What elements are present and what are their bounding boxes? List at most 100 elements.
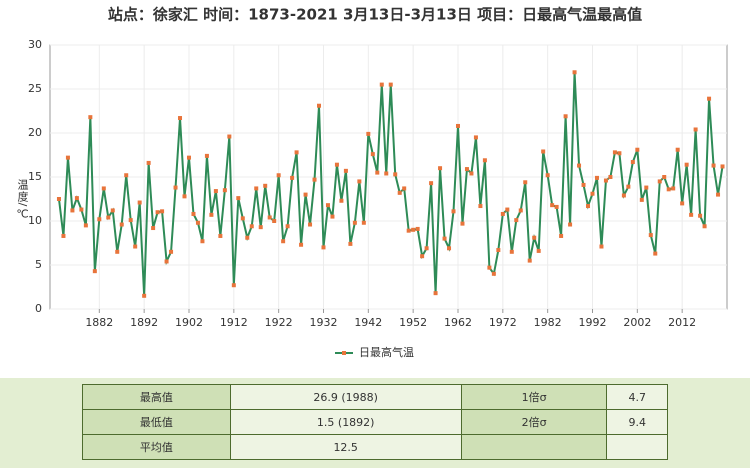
point-marker — [164, 259, 169, 264]
y-tick-label: 5 — [35, 258, 42, 271]
point-marker — [586, 204, 591, 209]
point-marker — [648, 233, 653, 238]
point-marker — [541, 149, 546, 154]
table-cell: 2倍σ — [460, 409, 608, 435]
point-marker — [612, 150, 617, 155]
point-marker — [527, 258, 532, 263]
y-tick-label: 0 — [35, 302, 42, 315]
point-marker — [290, 175, 295, 180]
y-tick-label: 30 — [28, 38, 42, 51]
point-marker — [487, 265, 492, 270]
point-marker — [195, 220, 200, 225]
point-marker — [397, 190, 402, 195]
point-marker — [393, 172, 398, 177]
point-marker — [312, 177, 317, 182]
point-marker — [227, 134, 232, 139]
point-marker — [294, 150, 299, 155]
point-marker — [545, 173, 550, 178]
point-marker — [308, 222, 313, 227]
stats-panel: 最高值 26.9 (1988) 1倍σ 4.7 最低值 1.5 (1892) 2倍σ 9.4 平… — [0, 378, 750, 468]
point-marker — [133, 244, 138, 249]
point-marker — [455, 123, 460, 128]
x-tick-label: 1972 — [489, 316, 517, 329]
point-marker — [460, 221, 465, 226]
x-tick-label: 1962 — [444, 316, 472, 329]
point-marker — [222, 188, 227, 193]
point-marker — [236, 196, 241, 201]
point-marker — [65, 155, 70, 160]
point-marker — [626, 184, 631, 189]
table-cell — [606, 434, 668, 460]
point-marker — [478, 204, 483, 209]
point-marker — [496, 248, 501, 253]
x-tick-label: 1932 — [309, 316, 337, 329]
x-tick-label: 1952 — [399, 316, 427, 329]
point-marker — [514, 218, 519, 223]
point-marker — [657, 179, 662, 184]
point-marker — [79, 207, 84, 212]
point-marker — [451, 209, 456, 214]
point-marker — [249, 224, 254, 229]
point-marker — [500, 211, 505, 216]
point-marker — [263, 183, 268, 188]
point-marker — [101, 186, 106, 191]
point-marker — [693, 127, 698, 132]
point-marker — [388, 82, 393, 87]
point-marker — [680, 201, 685, 206]
point-marker — [707, 96, 712, 101]
y-tick-label: 20 — [28, 126, 42, 139]
point-marker — [711, 163, 716, 168]
point-marker — [447, 246, 452, 251]
x-tick-label: 2012 — [668, 316, 696, 329]
table-cell: 最高值 — [82, 384, 231, 410]
table-row: 最低值 1.5 (1892) 2倍σ 9.4 — [82, 409, 668, 435]
table-cell: 1.5 (1892) — [229, 409, 462, 435]
point-marker — [231, 283, 236, 288]
point-marker — [204, 153, 209, 158]
x-tick-label: 1902 — [175, 316, 203, 329]
point-marker — [128, 218, 133, 223]
x-tick-label: 1942 — [354, 316, 382, 329]
point-marker — [218, 233, 223, 238]
point-marker — [321, 245, 326, 250]
point-marker — [254, 186, 259, 191]
point-marker — [56, 197, 61, 201]
point-marker — [299, 242, 304, 247]
point-marker — [464, 167, 469, 172]
point-marker — [137, 200, 142, 205]
point-marker — [357, 179, 362, 184]
point-marker — [213, 189, 218, 194]
point-marker — [267, 215, 272, 220]
y-tick-label: 25 — [28, 82, 42, 95]
point-marker — [581, 182, 586, 187]
point-marker — [639, 197, 644, 202]
x-tick-label: 2002 — [623, 316, 651, 329]
y-tick-label: 10 — [28, 214, 42, 227]
chart: 站点：徐家汇 时间：1873-2021 3月13日-3月13日 项目：日最高气温… — [16, 6, 728, 359]
table-row: 最高值 26.9 (1988) 1倍σ 4.7 — [82, 384, 668, 410]
point-marker — [518, 208, 523, 213]
point-marker — [124, 173, 129, 178]
legend-label: 日最高气温 — [359, 345, 414, 359]
point-marker — [684, 162, 689, 167]
stats-table: 最高值 26.9 (1988) 1倍σ 4.7 最低值 1.5 (1892) 2倍σ 9.4 平… — [82, 384, 668, 460]
point-marker — [603, 178, 608, 183]
point-marker — [420, 254, 425, 259]
point-marker — [702, 224, 707, 229]
point-marker — [402, 186, 407, 191]
table-row: 平均值 12.5 — [82, 434, 668, 460]
point-marker — [550, 203, 555, 208]
point-marker — [411, 227, 416, 232]
point-marker — [200, 239, 205, 244]
point-marker — [155, 210, 160, 215]
point-marker — [635, 147, 640, 152]
point-marker — [469, 171, 474, 176]
point-marker — [169, 249, 174, 254]
table-cell: 9.4 — [606, 409, 668, 435]
x-tick-label: 1982 — [534, 316, 562, 329]
point-marker — [716, 192, 721, 197]
point-marker — [644, 185, 649, 190]
point-marker — [429, 181, 434, 186]
point-marker — [568, 222, 573, 227]
